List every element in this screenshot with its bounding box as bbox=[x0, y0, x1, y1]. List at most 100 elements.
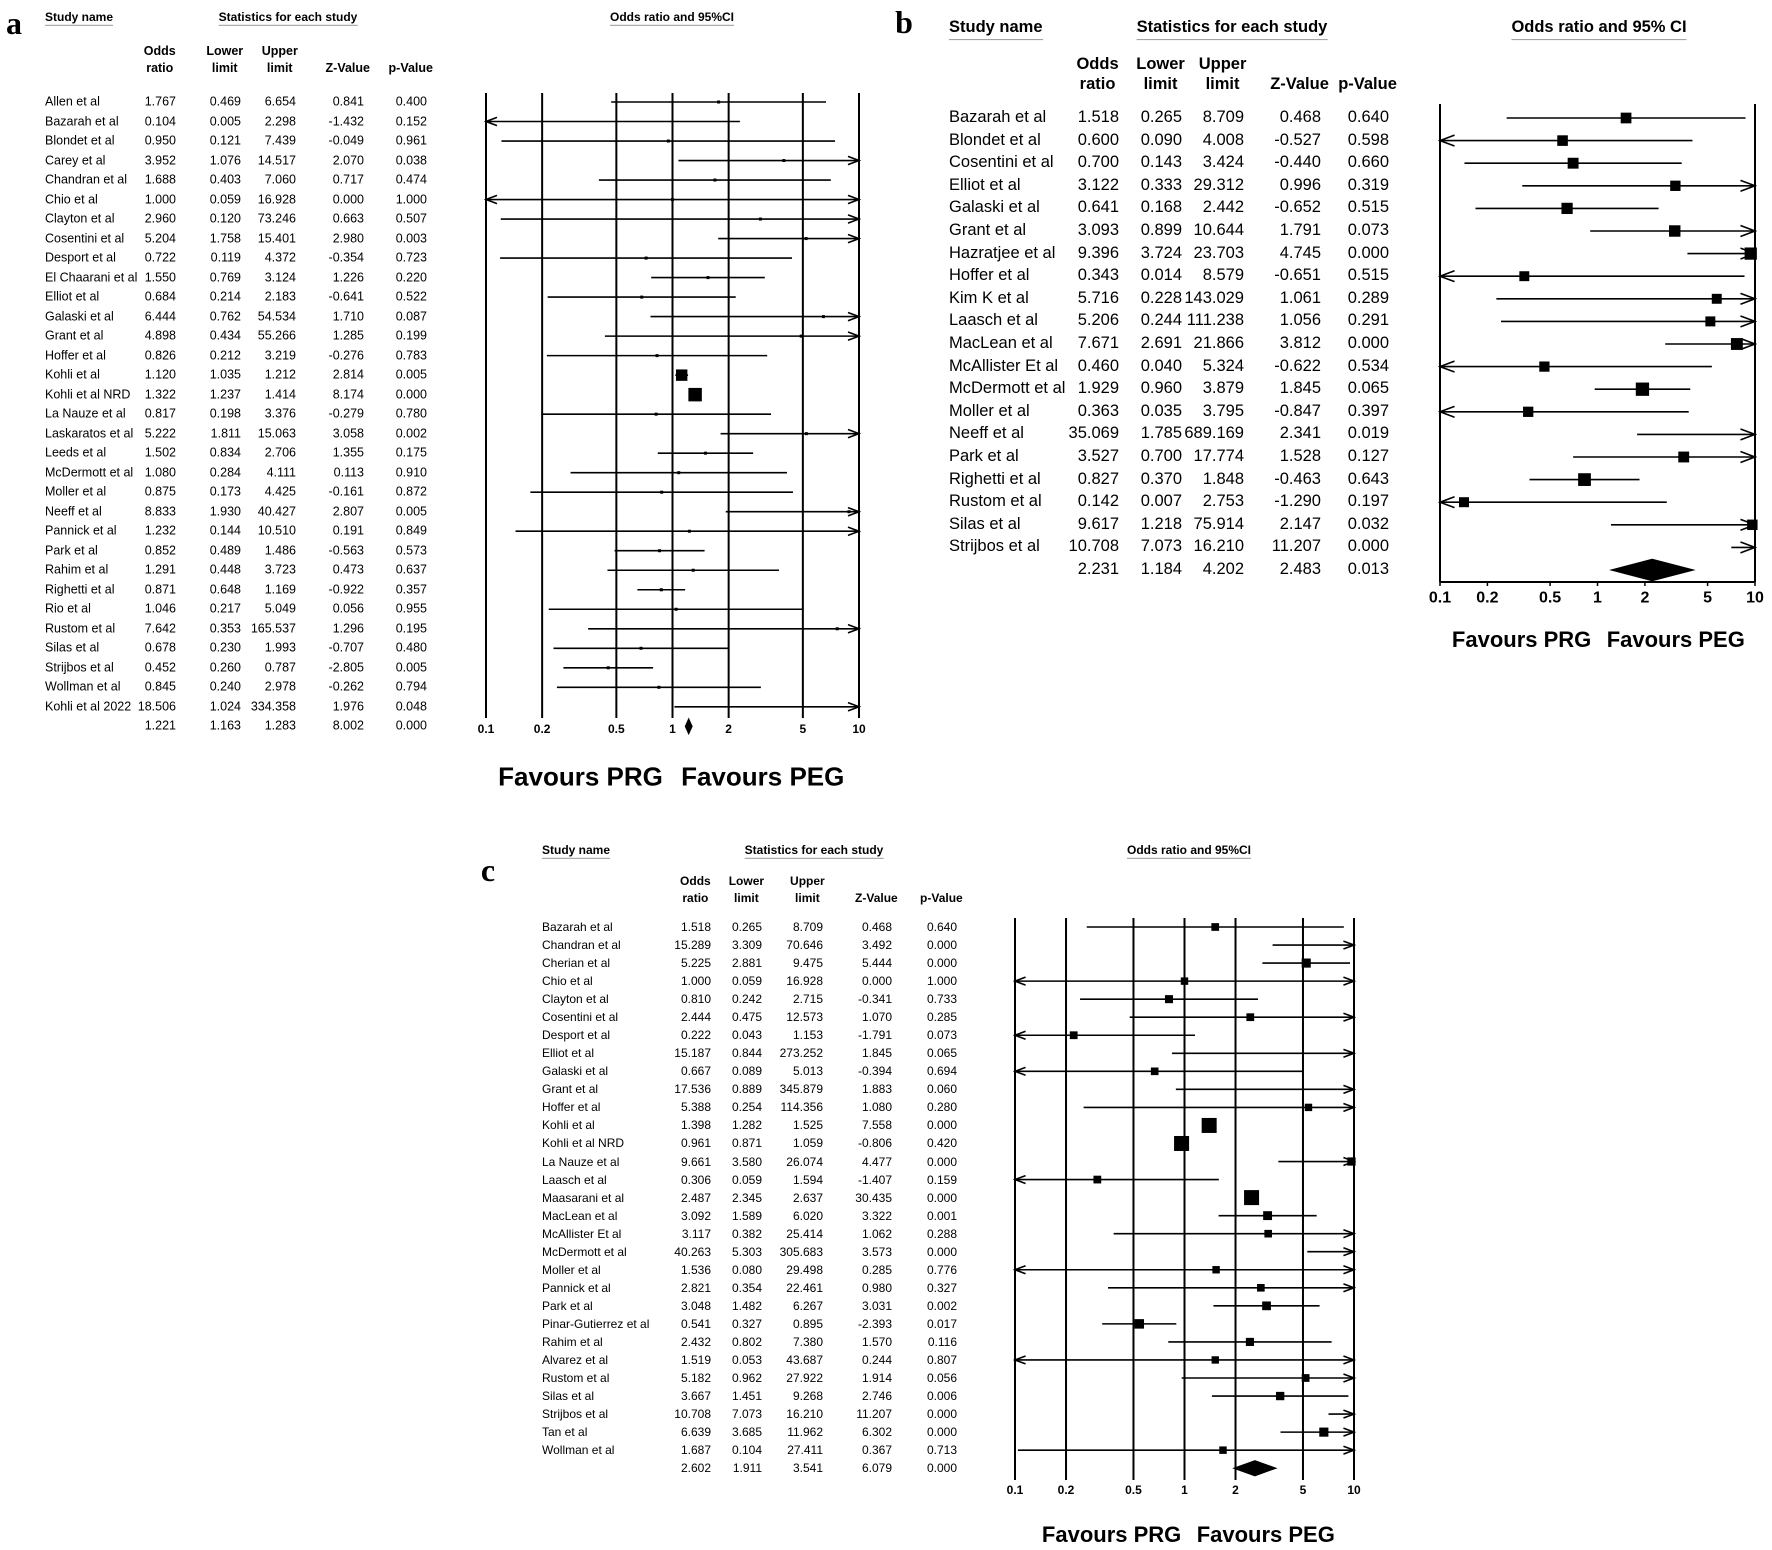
stat-value: 0.845 bbox=[144, 679, 176, 694]
stat-value: 1.153 bbox=[792, 1028, 823, 1043]
stat-value: 3.122 bbox=[1077, 175, 1119, 194]
stat-value: 2.298 bbox=[264, 114, 296, 128]
study-name: Kohli et al NRD bbox=[45, 387, 131, 402]
summary-value: 1.184 bbox=[1140, 560, 1182, 579]
stat-value: 3.376 bbox=[264, 406, 296, 421]
stat-value: 2.821 bbox=[680, 1280, 711, 1295]
stat-value: 0.660 bbox=[1347, 153, 1389, 172]
summary-value: 1.911 bbox=[732, 1460, 762, 1475]
x-tick-label: 10 bbox=[1746, 589, 1764, 607]
study-name: Elliot et al bbox=[542, 1046, 595, 1061]
stat-value: 21.866 bbox=[1193, 334, 1244, 353]
stat-value: 1.296 bbox=[332, 621, 364, 636]
stat-value: 0.420 bbox=[926, 1136, 957, 1151]
stats-header: Statistics for each study bbox=[744, 843, 884, 860]
study-name: McDermott et al bbox=[949, 379, 1066, 398]
stat-value: 10.708 bbox=[1068, 537, 1119, 556]
point-estimate bbox=[1730, 338, 1743, 350]
stat-value: -1.791 bbox=[857, 1028, 892, 1043]
point-estimate bbox=[1211, 1356, 1219, 1364]
point-estimate bbox=[487, 120, 491, 124]
stat-value: 2.147 bbox=[1279, 514, 1321, 533]
stat-value: 5.388 bbox=[680, 1100, 711, 1115]
arrow-head bbox=[1343, 1247, 1357, 1257]
stat-value: 0.700 bbox=[1140, 447, 1182, 466]
study-name: Bazarah et al bbox=[542, 919, 613, 934]
stat-value: 0.713 bbox=[926, 1442, 957, 1457]
stat-value: 9.475 bbox=[792, 955, 823, 970]
stat-value: 0.240 bbox=[209, 679, 241, 694]
stat-value: 0.000 bbox=[926, 1244, 957, 1259]
stat-value: -1.432 bbox=[328, 114, 364, 128]
stat-value: 1.536 bbox=[680, 1262, 711, 1277]
stat-value: 0.222 bbox=[680, 1028, 711, 1043]
stat-value: 3.124 bbox=[264, 270, 296, 285]
stat-value: 0.327 bbox=[731, 1316, 762, 1331]
stat-value: 0.056 bbox=[926, 1370, 957, 1385]
stat-value: 3.812 bbox=[1279, 334, 1321, 353]
x-tick-label: 10 bbox=[1347, 1482, 1361, 1497]
stat-value: 0.648 bbox=[209, 582, 241, 597]
stat-value: 0.244 bbox=[1140, 311, 1182, 330]
stat-value: 0.353 bbox=[209, 621, 241, 636]
stat-value: 0.040 bbox=[1140, 356, 1182, 375]
stat-value: 15.187 bbox=[674, 1046, 711, 1061]
stat-value: 7.671 bbox=[1077, 334, 1119, 353]
stat-value: 0.104 bbox=[731, 1442, 762, 1457]
arrow-head bbox=[1343, 1012, 1357, 1022]
stat-value: 1.237 bbox=[209, 387, 241, 402]
stat-value: 3.723 bbox=[264, 562, 296, 577]
stat-value: 1.059 bbox=[792, 1136, 823, 1151]
stat-value: 0.950 bbox=[144, 133, 176, 148]
stat-value: 1.519 bbox=[680, 1352, 711, 1367]
stat-value: 54.534 bbox=[257, 309, 296, 324]
point-estimate bbox=[677, 471, 681, 475]
stat-value: -2.805 bbox=[328, 660, 364, 675]
point-estimate bbox=[1257, 1283, 1265, 1292]
arrow-head bbox=[1740, 428, 1758, 441]
stat-value: 0.955 bbox=[395, 601, 427, 616]
stat-value: 0.780 bbox=[395, 406, 427, 421]
arrow-head bbox=[1343, 1445, 1357, 1455]
stat-value: 0.195 bbox=[395, 621, 427, 636]
plot-header: Odds ratio and 95%CI bbox=[1126, 843, 1252, 860]
stat-value: 1.570 bbox=[861, 1334, 892, 1349]
stat-value: 16.210 bbox=[786, 1406, 823, 1421]
stat-value: 0.291 bbox=[1347, 311, 1389, 330]
study-name: Bazarah et al bbox=[949, 108, 1047, 127]
study-name: Cherian et al bbox=[542, 955, 611, 970]
stat-value: 0.473 bbox=[332, 562, 364, 577]
panel-label: c bbox=[480, 851, 496, 888]
stat-value: 1.291 bbox=[144, 562, 176, 577]
stat-value: 1.929 bbox=[1077, 379, 1119, 398]
arrow-head bbox=[1343, 976, 1357, 986]
point-estimate bbox=[657, 685, 661, 689]
stat-value: 0.717 bbox=[332, 172, 364, 187]
stat-value: 0.895 bbox=[792, 1316, 823, 1331]
stat-value: 2.715 bbox=[792, 991, 823, 1006]
stat-value: 0.700 bbox=[1077, 153, 1119, 172]
stat-value: 1.232 bbox=[144, 523, 176, 538]
stat-value: 0.127 bbox=[1347, 447, 1389, 466]
stat-value: 2.706 bbox=[264, 445, 296, 460]
stat-value: 1.525 bbox=[792, 1118, 823, 1133]
stat-value: 0.000 bbox=[1347, 537, 1389, 556]
study-name: Carey et al bbox=[45, 153, 106, 168]
study-name: Moller et al bbox=[949, 401, 1030, 420]
summary-value: 2.602 bbox=[680, 1460, 711, 1475]
stat-value: 0.684 bbox=[144, 289, 176, 304]
stat-value: -0.847 bbox=[1274, 401, 1321, 420]
study-name: Hoffer et al bbox=[949, 266, 1030, 285]
stat-value: 11.207 bbox=[1271, 537, 1321, 556]
stat-value: 0.048 bbox=[395, 699, 427, 714]
study-name: Rahim et al bbox=[45, 562, 109, 577]
stat-value: 1.024 bbox=[209, 699, 241, 714]
x-tick-label: 0.2 bbox=[533, 721, 551, 736]
arrow-head bbox=[847, 428, 862, 439]
stat-value: 7.073 bbox=[1140, 537, 1182, 556]
column-header: Lower limit bbox=[1136, 55, 1185, 93]
stat-value: 0.119 bbox=[210, 250, 241, 265]
stat-value: 6.267 bbox=[792, 1298, 823, 1313]
stat-value: 1.758 bbox=[209, 231, 241, 246]
study-name: Laasch et al bbox=[949, 311, 1038, 330]
